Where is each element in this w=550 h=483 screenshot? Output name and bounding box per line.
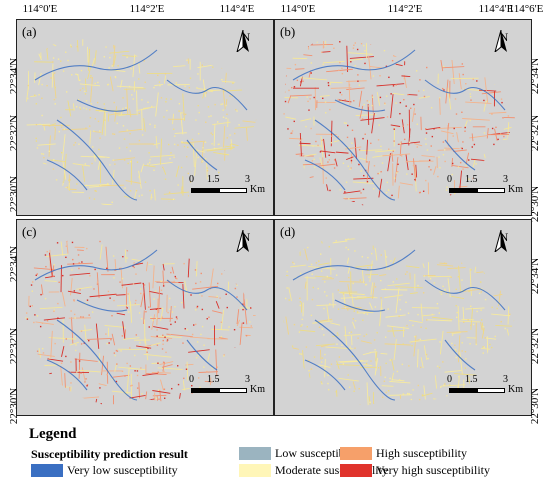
scale-tick-1: 1.5 bbox=[207, 174, 220, 185]
scale-tick-1: 1.5 bbox=[465, 174, 478, 185]
north-arrow-icon bbox=[236, 230, 249, 252]
scale-tick-2: 3 bbox=[503, 174, 508, 185]
legend-swatch-very-low bbox=[31, 464, 63, 477]
legend-swatch-moderate bbox=[239, 464, 271, 477]
scale-bar: 0 1.5 3 Km bbox=[157, 174, 265, 206]
scale-tick-2: 3 bbox=[503, 374, 508, 385]
legend-label-very-high: Very high susceptibility bbox=[376, 463, 490, 477]
north-arrow: N bbox=[493, 30, 515, 52]
north-arrow: N bbox=[235, 230, 257, 252]
legend-label-very-low: Very low susceptibility bbox=[67, 463, 178, 477]
legend-swatch-low bbox=[239, 447, 271, 460]
map-canvas bbox=[283, 238, 515, 406]
legend-label-high: High susceptibility bbox=[376, 446, 467, 460]
scale-bar: 0 1.5 3 Km bbox=[415, 374, 523, 406]
scale-tick-2: 3 bbox=[245, 374, 250, 385]
north-arrow: N bbox=[235, 30, 257, 52]
lon-label-3b: 114°4'E bbox=[478, 3, 514, 15]
map-panel-c: (c) N 0 1.5 3 Km bbox=[16, 219, 274, 416]
scale-tick-0: 0 bbox=[189, 174, 194, 185]
north-label: N bbox=[241, 30, 251, 44]
lon-label-1b: 114°0'E bbox=[280, 3, 316, 15]
panel-label: (d) bbox=[280, 224, 296, 239]
panel-label: (a) bbox=[22, 24, 37, 39]
legend-subtitle: Susceptibility prediction result bbox=[31, 447, 188, 461]
scale-tick-0: 0 bbox=[447, 174, 452, 185]
scale-bar: 0 1.5 3 Km bbox=[415, 174, 523, 206]
scale-tick-0: 0 bbox=[447, 374, 452, 385]
panel-label: (b) bbox=[280, 24, 296, 39]
map-canvas bbox=[283, 38, 515, 206]
map-panel-a: (a) N 0 1.5 3 Km bbox=[16, 19, 274, 216]
scale-unit: Km bbox=[250, 384, 265, 395]
north-label: N bbox=[499, 230, 509, 244]
north-arrow-icon bbox=[494, 230, 507, 252]
scale-tick-1: 1.5 bbox=[207, 374, 220, 385]
north-arrow: N bbox=[493, 230, 515, 252]
scale-unit: Km bbox=[250, 184, 265, 195]
north-label: N bbox=[241, 230, 251, 244]
legend-swatch-very-high bbox=[340, 464, 372, 477]
north-label: N bbox=[499, 30, 509, 44]
map-panel-d: (d) N 0 1.5 3 Km bbox=[274, 219, 532, 416]
scale-tick-2: 3 bbox=[245, 174, 250, 185]
lon-label-2: 114°2'E bbox=[129, 3, 165, 15]
map-panel-b: (b) N 0 1.5 3 Km bbox=[274, 19, 532, 216]
lon-label-2b: 114°2'E bbox=[387, 3, 423, 15]
north-arrow-icon bbox=[236, 30, 249, 52]
scale-unit: Km bbox=[508, 384, 523, 395]
lon-label-1: 114°0'E bbox=[22, 3, 58, 15]
scale-tick-0: 0 bbox=[189, 374, 194, 385]
scale-bar: 0 1.5 3 Km bbox=[157, 374, 265, 406]
map-canvas bbox=[25, 38, 257, 206]
legend-title: Legend bbox=[29, 426, 77, 442]
scale-tick-1: 1.5 bbox=[465, 374, 478, 385]
scale-unit: Km bbox=[508, 184, 523, 195]
lon-label-3: 114°4'E bbox=[219, 3, 255, 15]
legend-swatch-high bbox=[340, 447, 372, 460]
lon-label-4: 114°6'E bbox=[508, 3, 544, 15]
north-arrow-icon bbox=[494, 30, 507, 52]
panel-label: (c) bbox=[22, 224, 37, 239]
map-canvas bbox=[25, 238, 257, 406]
